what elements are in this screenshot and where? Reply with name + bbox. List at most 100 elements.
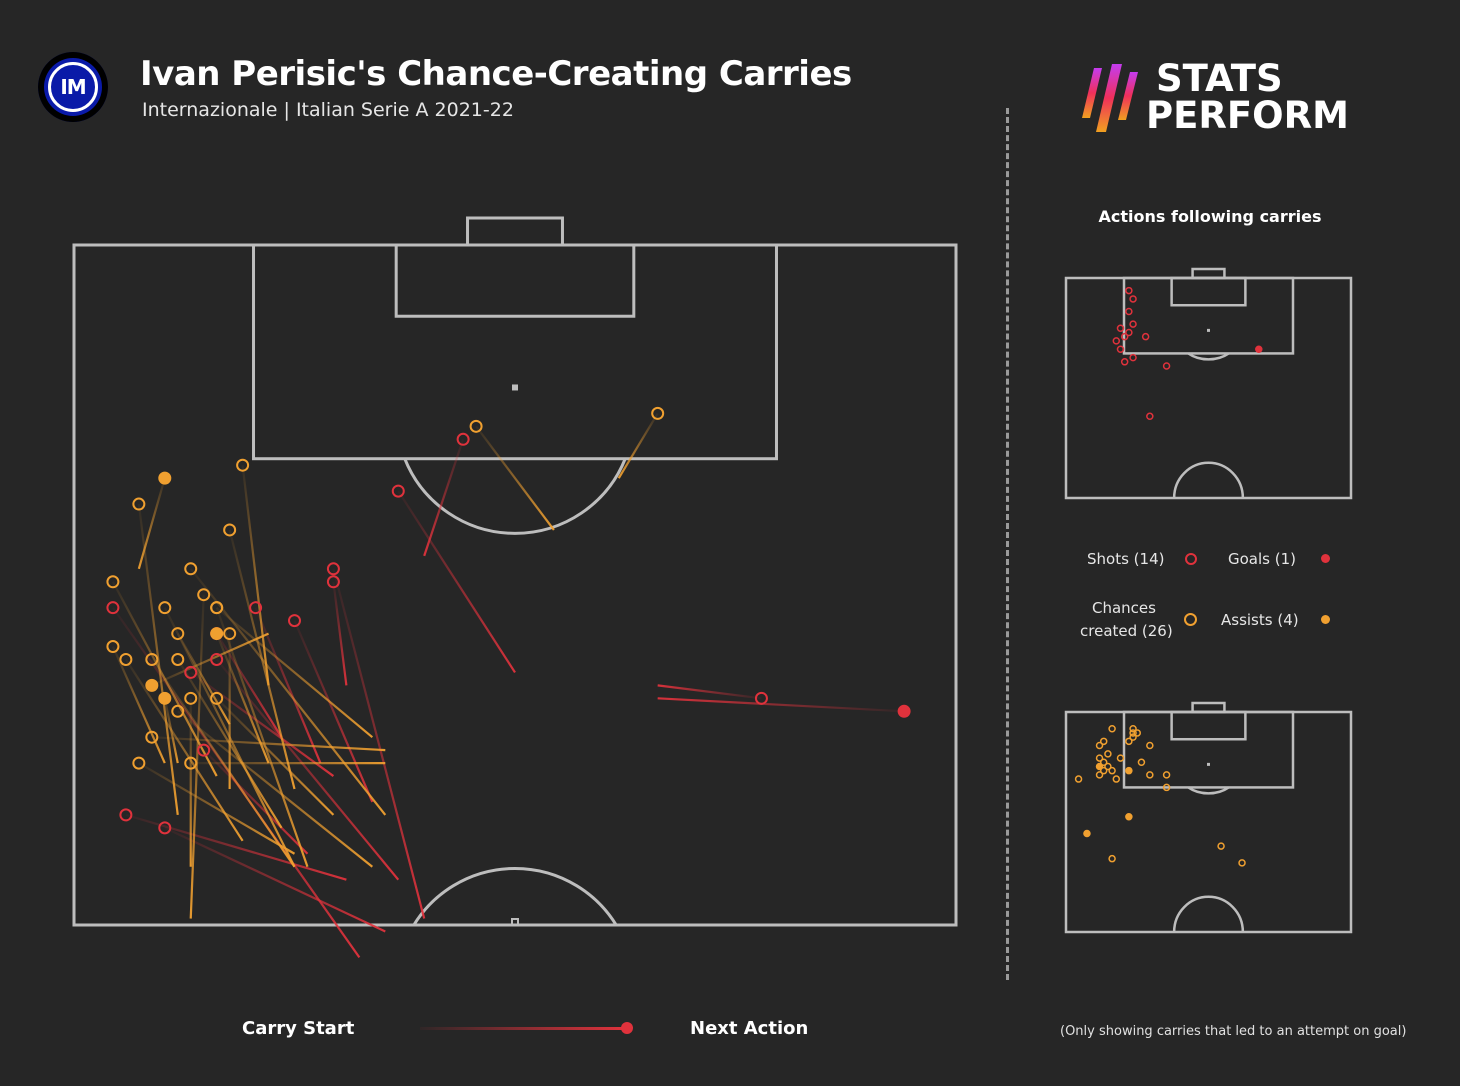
- carry-line: [332, 568, 426, 919]
- main-pitch: [72, 216, 958, 927]
- chance-marker: [106, 575, 120, 589]
- panel-divider: [1006, 108, 1009, 980]
- shot-location: [1116, 324, 1125, 333]
- chance-marker: [210, 601, 224, 615]
- legend-carry-line: [420, 1027, 626, 1030]
- internazionale-crest-icon: IM: [38, 52, 108, 122]
- carry-line: [475, 425, 555, 531]
- chart-title: Ivan Perisic's Chance-Creating Carries: [140, 54, 852, 94]
- chance-location: [1129, 733, 1137, 741]
- chance-marker: [145, 730, 159, 744]
- legend-goals-marker: [1321, 554, 1330, 563]
- chance-location: [1108, 766, 1116, 775]
- shot-location: [1125, 307, 1133, 316]
- carry-line: [215, 658, 400, 881]
- shot-marker: [197, 743, 211, 757]
- carry-line: [241, 465, 270, 686]
- chance-marker: [132, 497, 146, 511]
- mini-centre-circle: [1172, 895, 1245, 933]
- chance-location: [1099, 758, 1108, 767]
- chance-location: [1162, 783, 1171, 792]
- carry-line: [111, 646, 166, 764]
- assist-location: [1125, 813, 1133, 821]
- shot-marker: [119, 808, 133, 822]
- footnote: (Only showing carries that led to an att…: [1060, 1024, 1407, 1039]
- mini-penalty-spot: [1207, 328, 1210, 332]
- shot-location: [1116, 345, 1125, 353]
- stats-perform-logo: STATS PERFORM: [1080, 60, 1360, 140]
- chance-location: [1137, 758, 1146, 767]
- chance-marker: [223, 523, 237, 537]
- chance-location: [1238, 859, 1246, 867]
- carry-line: [124, 658, 244, 842]
- goal-marker: [897, 704, 911, 718]
- shot-marker: [326, 575, 340, 589]
- carry-line: [190, 671, 335, 777]
- chance-location: [1129, 729, 1137, 737]
- chance-location: [1146, 771, 1154, 779]
- chance-location: [1129, 725, 1137, 733]
- carry-line: [293, 620, 374, 803]
- chance-location: [1112, 775, 1121, 783]
- shot-location: [1141, 332, 1150, 341]
- assist-location: [1083, 829, 1091, 838]
- legend-carry-start: Carry Start: [242, 1018, 355, 1039]
- chance-marker: [171, 627, 185, 641]
- carry-line: [137, 477, 166, 570]
- legend-chances-marker: [1184, 613, 1197, 626]
- carry-line: [164, 826, 386, 933]
- assist-marker: [158, 691, 172, 705]
- chance-location: [1108, 854, 1116, 863]
- carry-line: [215, 633, 270, 764]
- centre-circle: [412, 867, 618, 926]
- chance-marker: [184, 691, 198, 705]
- chance-location: [1099, 737, 1108, 746]
- shot-location: [1129, 295, 1137, 303]
- carry-line: [177, 710, 374, 868]
- chance-marker: [171, 704, 185, 718]
- chance-marker: [132, 756, 146, 770]
- legend-chances-label-1: Chances: [1092, 599, 1156, 617]
- mini-pitch-outline: [1064, 276, 1353, 500]
- assist-marker: [210, 627, 224, 641]
- carry-line: [657, 684, 762, 700]
- shot-location: [1146, 412, 1154, 421]
- chance-marker: [651, 406, 665, 420]
- mini-penalty-arc: [1187, 786, 1230, 795]
- mini-pitch-shots: [1064, 267, 1353, 500]
- chance-location: [1125, 737, 1133, 746]
- carry-line: [215, 606, 374, 739]
- mini-centre-circle: [1172, 461, 1245, 499]
- chance-location: [1217, 842, 1225, 850]
- chance-location: [1095, 741, 1104, 750]
- assist-marker: [145, 678, 159, 692]
- assist-location: [1095, 762, 1104, 771]
- penalty-arc: [403, 458, 627, 535]
- chance-location: [1116, 754, 1125, 762]
- chance-location: [1104, 762, 1112, 771]
- carry-line: [423, 438, 465, 557]
- chance-marker: [158, 601, 172, 615]
- brand-line-1: STATS: [1156, 57, 1283, 100]
- carry-line: [202, 749, 309, 855]
- shot-marker: [249, 601, 263, 615]
- carry-line: [332, 581, 348, 686]
- stats-perform-slashes-icon: [1082, 64, 1138, 132]
- chance-marker: [197, 588, 211, 602]
- chart-subtitle: Internazionale | Italian Serie A 2021-22: [142, 99, 514, 121]
- assist-location: [1125, 766, 1133, 775]
- chance-location: [1099, 766, 1108, 775]
- carry-line: [151, 736, 386, 752]
- shot-marker: [456, 432, 470, 446]
- six-yard-box: [394, 243, 636, 318]
- chance-marker: [184, 562, 198, 576]
- mini-penalty-spot: [1207, 762, 1210, 766]
- chance-marker: [184, 756, 198, 770]
- legend-shots-label: Shots (14): [1087, 550, 1165, 568]
- mini-pitch-outline: [1064, 710, 1353, 934]
- chance-location: [1104, 750, 1112, 758]
- carry-line: [163, 698, 179, 764]
- mini-penalty-arc: [1187, 352, 1230, 361]
- chance-location: [1146, 741, 1154, 750]
